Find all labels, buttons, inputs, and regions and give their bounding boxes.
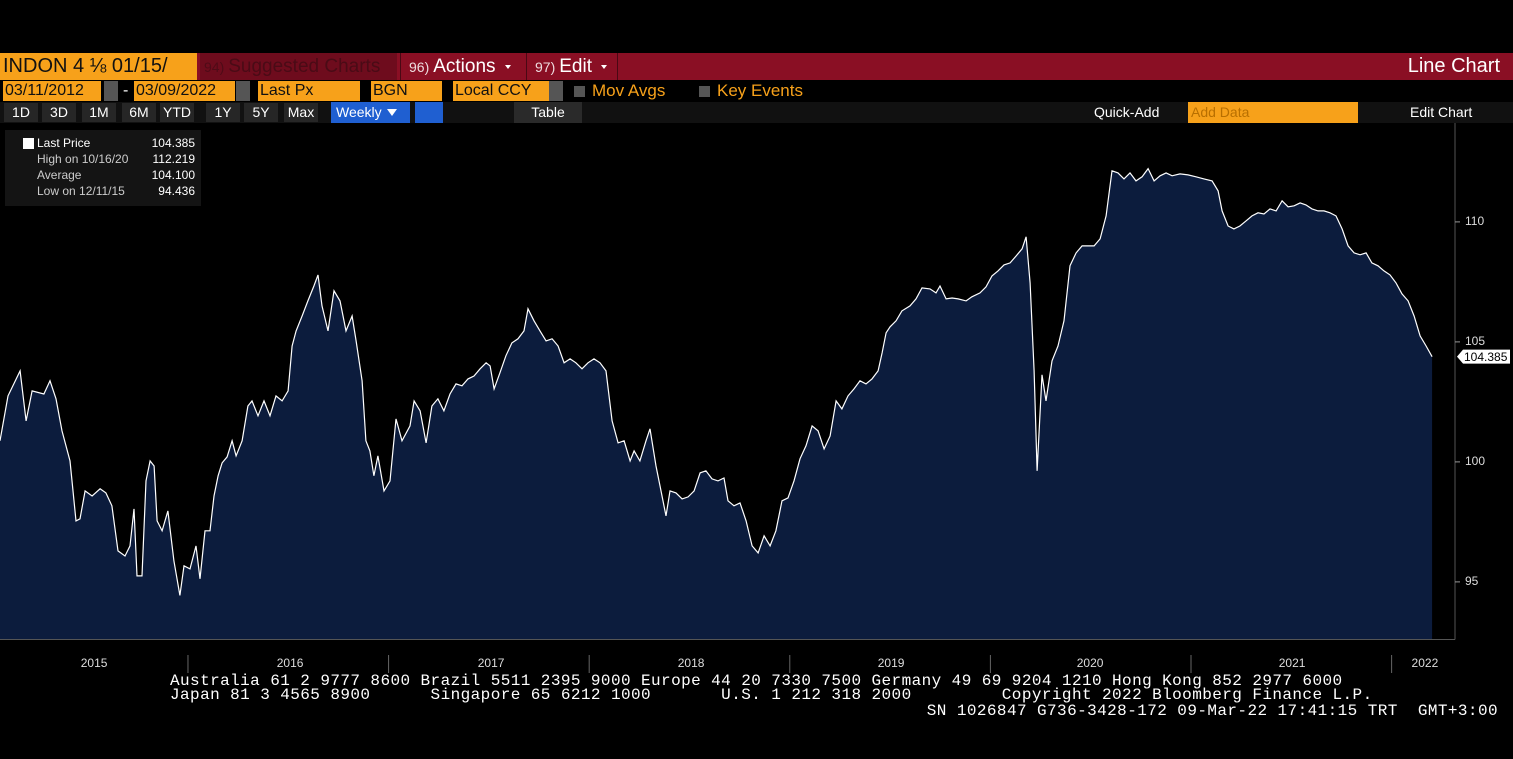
footer-line: SN 1026847 G736-3428-172 09-Mar-22 17:41… (926, 702, 1498, 720)
legend-label: High on 10/16/20 (37, 152, 129, 166)
menu-key: 97) (535, 59, 556, 75)
menu[interactable]: 94) Suggested Charts (200, 53, 397, 80)
menu-key: 94) (204, 59, 225, 75)
x-tick-label: 2020 (1077, 656, 1104, 670)
line (0, 167, 1433, 596)
period-button[interactable]: 6M (122, 103, 156, 122)
menu-label: Actions (433, 56, 496, 77)
menu[interactable]: 96) Actions (400, 53, 524, 80)
frequency[interactable]: Weekly (331, 102, 410, 123)
footer-line: Japan 81 3 4565 8900 Singapore 65 6212 1… (170, 686, 1373, 704)
ticker[interactable]: INDON 4 ⅛ 01/15/ (0, 53, 197, 80)
caret (386, 109, 397, 116)
table-label: Table (514, 102, 582, 123)
period-button[interactable]: 5Y (244, 103, 278, 122)
period-button[interactable]: 1M (82, 103, 116, 122)
last-price-label: 104.385 (1464, 350, 1508, 364)
legend-label: Average (37, 168, 82, 182)
quick-add-label: Quick-Add (1094, 104, 1160, 120)
dropdown[interactable] (549, 81, 563, 101)
table-button[interactable]: Table (514, 102, 582, 123)
edit-chart-label: Edit Chart (1410, 104, 1473, 120)
caret (600, 65, 607, 69)
currency[interactable]: Local CCY (453, 81, 549, 101)
footer-line: Australia 61 2 9777 8600 Brazil 5511 239… (170, 672, 1343, 690)
chart: 104.385 95 100 105 110 2015 2016 2017 2018 2019 20… (0, 123, 1510, 673)
y-tick-label: 110 (1465, 214, 1484, 228)
x-tick-label: 2022 (1412, 656, 1439, 670)
source[interactable]: BGN (371, 81, 442, 101)
date-separator: - (123, 82, 129, 99)
legend-value: 94.436 (158, 184, 195, 198)
add-data[interactable]: Add Data (1188, 102, 1358, 123)
x-tick-label: 2017 (478, 656, 505, 670)
checkbox[interactable] (574, 86, 585, 97)
quick-add[interactable]: Quick-Add (1074, 102, 1184, 123)
period-button[interactable]: 1Y (206, 103, 240, 122)
x-tick-label: 2015 (81, 656, 108, 670)
period-button[interactable]: 3D (42, 103, 76, 122)
legend-label: Low on 12/11/15 (37, 184, 125, 198)
calendar-icon[interactable] (104, 81, 118, 101)
x-tick-label: 2016 (277, 656, 304, 670)
checkbox[interactable] (699, 86, 710, 97)
legend-value: 104.385 (151, 136, 195, 150)
frequency-label: Weekly (336, 104, 382, 120)
legend-value: 112.219 (152, 152, 196, 166)
legend-value: 104.100 (151, 168, 195, 182)
period-button[interactable]: 1D (4, 103, 38, 122)
line-icon[interactable] (415, 102, 443, 123)
y-tick-label: 105 (1465, 334, 1485, 348)
view-title: Line Chart (1407, 55, 1500, 77)
period-button[interactable]: Max (284, 103, 318, 122)
area (0, 168, 1433, 640)
y-tick-label: 100 (1465, 454, 1485, 468)
last-price-marker (1457, 349, 1510, 364)
x-tick-label: 2021 (1279, 656, 1306, 670)
legend: Last Price 104.385 High on 10/16/20 112.219… (5, 130, 201, 206)
option[interactable]: Key Events (717, 81, 803, 100)
option[interactable]: Mov Avgs (592, 81, 666, 100)
menu-label: Edit (559, 56, 592, 77)
period-button[interactable]: YTD (160, 103, 194, 122)
x-tick-label: 2018 (678, 656, 705, 670)
caret (504, 65, 511, 69)
menu[interactable]: 97) Edit (526, 53, 618, 80)
y-tick-label: 95 (1465, 574, 1479, 588)
menu-label: Suggested Charts (228, 56, 381, 77)
calendar-icon[interactable] (236, 81, 250, 101)
x-tick-label: 2019 (878, 656, 905, 670)
legend-swatch (23, 138, 34, 149)
start-date[interactable]: 03/11/2012 (3, 81, 101, 101)
end-date[interactable]: 03/09/2022 (134, 81, 235, 101)
edit-chart[interactable]: Edit Chart (1390, 102, 1485, 123)
menu-key: 96) (409, 59, 430, 75)
title-strip (0, 0, 1513, 53)
field[interactable]: Last Px (258, 81, 360, 101)
legend-label: Last Price (37, 136, 91, 150)
